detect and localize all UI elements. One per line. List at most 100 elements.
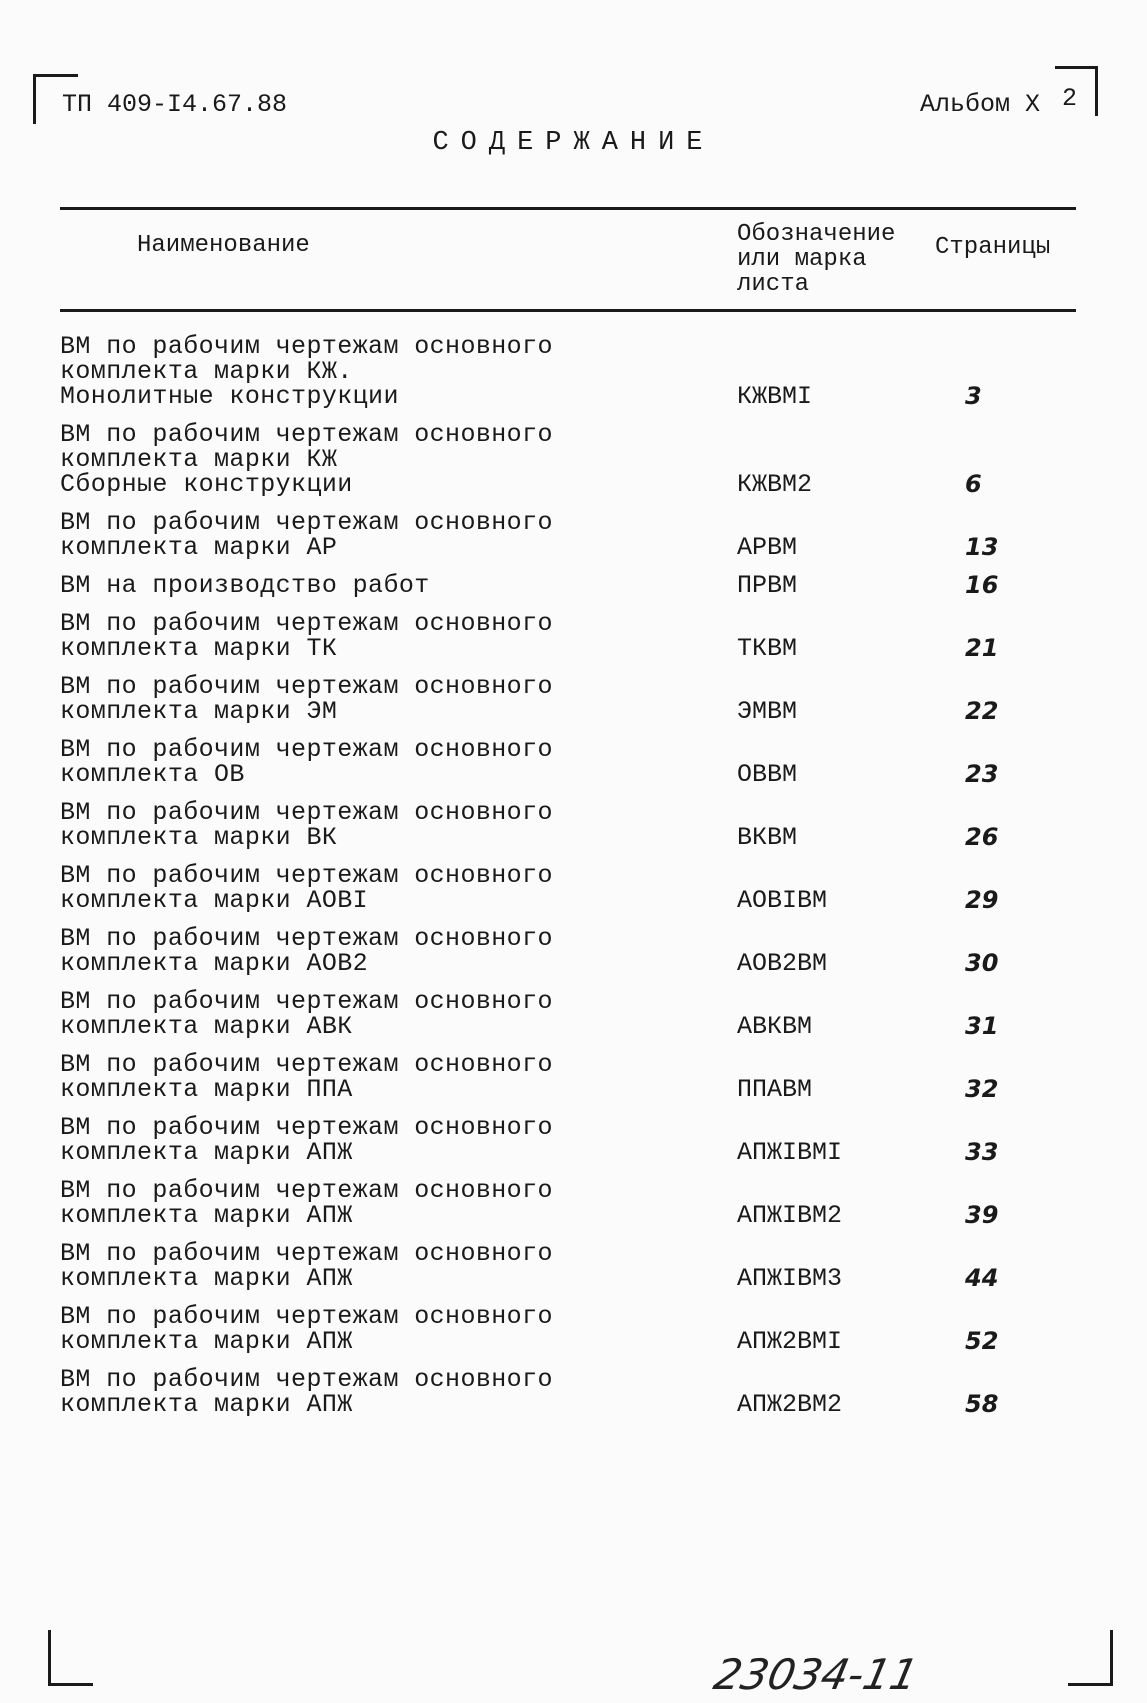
row-name: ВМ на производство работ — [60, 573, 680, 598]
row-name: ВМ по рабочим чертежам основного комплект… — [60, 674, 680, 724]
row-name-line: ВМ по рабочим чертежам основного — [60, 1239, 553, 1268]
row-page: 16 — [965, 571, 999, 599]
column-header-code: Обозначение или марка листа — [737, 222, 895, 297]
column-header-code-line: листа — [737, 271, 810, 298]
row-code: КЖВМI — [737, 382, 813, 411]
row-name-line: комплекта марки ТК — [60, 634, 338, 663]
row-page: 39 — [965, 1201, 999, 1229]
row-code: АОВ2ВМ — [737, 949, 828, 978]
table-row: ВМ по рабочим чертежам основного комплект… — [60, 611, 1076, 674]
corner-mark-bottom-right — [1110, 1630, 1113, 1685]
row-name-line: комплекта марки ППА — [60, 1075, 353, 1104]
row-name-line: ВМ по рабочим чертежам основного — [60, 609, 553, 638]
table-row: ВМ по рабочим чертежам основного комплект… — [60, 422, 1076, 510]
row-name: ВМ по рабочим чертежам основного комплект… — [60, 422, 680, 497]
row-name: ВМ по рабочим чертежам основного комплект… — [60, 800, 680, 850]
column-header-pages: Страницы — [935, 234, 1051, 261]
row-name-line: ВМ по рабочим чертежам основного — [60, 508, 553, 537]
row-name: ВМ по рабочим чертежам основного комплект… — [60, 1052, 680, 1102]
table-header-rule — [60, 309, 1076, 312]
row-name-line: Сборные конструкции — [60, 470, 353, 499]
row-code: КЖВМ2 — [737, 470, 813, 499]
column-header-code-line: или марка — [737, 246, 867, 273]
column-header-name: Наименование — [137, 232, 310, 259]
row-code: АОВIВМ — [737, 886, 828, 915]
row-name: ВМ по рабочим чертежам основного комплект… — [60, 611, 680, 661]
document-number: ТП 409-I4.67.88 — [62, 90, 288, 119]
row-name-line: Монолитные конструкции — [60, 382, 399, 411]
row-name-line: комплекта марки АОВI — [60, 886, 369, 915]
row-name-line: комплекта марки ВК — [60, 823, 338, 852]
table-row: ВМ по рабочим чертежам основного комплект… — [60, 1115, 1076, 1178]
table-row: ВМ по рабочим чертежам основного комплект… — [60, 1241, 1076, 1304]
row-name-line: ВМ по рабочим чертежам основного — [60, 924, 553, 953]
row-page: 22 — [965, 697, 999, 725]
row-name: ВМ по рабочим чертежам основного комплект… — [60, 510, 680, 560]
row-name-line: комплекта марки АВК — [60, 1012, 353, 1041]
table-top-rule — [60, 207, 1076, 210]
row-name-line: комплекта марки КЖ — [60, 445, 338, 474]
corner-mark-top-right — [1055, 66, 1098, 69]
row-name-line: ВМ по рабочим чертежам основного — [60, 1302, 553, 1331]
corner-mark-bottom-left — [48, 1683, 93, 1686]
corner-mark-top-right — [1095, 66, 1098, 116]
row-code: АРВМ — [737, 533, 798, 562]
row-page: 3 — [965, 382, 982, 410]
row-code: АПЖ2ВМI — [737, 1327, 843, 1356]
row-name-line: ВМ по рабочим чертежам основного — [60, 798, 553, 827]
row-page: 33 — [965, 1138, 999, 1166]
row-name-line: ВМ по рабочим чертежам основного — [60, 420, 553, 449]
row-name: ВМ по рабочим чертежам основного комплект… — [60, 989, 680, 1039]
corner-mark-bottom-left — [48, 1630, 51, 1685]
row-code: ПРВМ — [737, 571, 798, 600]
row-name-line: ВМ по рабочим чертежам основного — [60, 861, 553, 890]
table-row: ВМ по рабочим чертежам основного комплект… — [60, 1052, 1076, 1115]
row-page: 6 — [965, 470, 982, 498]
table-row: ВМ по рабочим чертежам основного комплект… — [60, 926, 1076, 989]
row-name: ВМ по рабочим чертежам основного комплект… — [60, 1178, 680, 1228]
row-name-line: комплекта марки КЖ. — [60, 357, 353, 386]
row-name-line: ВМ по рабочим чертежам основного — [60, 1113, 553, 1142]
row-name-line: комплекта марки АПЖ — [60, 1327, 353, 1356]
row-name-line: комплекта марки АПЖ — [60, 1264, 353, 1293]
row-code: ТКВМ — [737, 634, 798, 663]
album-label: Альбом X — [920, 90, 1041, 119]
row-name-line: комплекта марки АПЖ — [60, 1390, 353, 1419]
table-row: ВМ по рабочим чертежам основного комплект… — [60, 989, 1076, 1052]
row-name-line: ВМ по рабочим чертежам основного — [60, 987, 553, 1016]
table-row: ВМ по рабочим чертежам основного комплект… — [60, 1178, 1076, 1241]
table-row: ВМ по рабочим чертежам основного комплект… — [60, 863, 1076, 926]
row-page: 52 — [965, 1327, 999, 1355]
table-row: ВМ по рабочим чертежам основного комплект… — [60, 674, 1076, 737]
corner-mark-top-left — [33, 74, 78, 77]
row-name-line: ВМ по рабочим чертежам основного — [60, 332, 553, 361]
row-code: ОВВМ — [737, 760, 798, 789]
row-page: 58 — [965, 1390, 999, 1418]
row-code: АПЖIВМ2 — [737, 1201, 843, 1230]
row-code: АПЖ2ВМ2 — [737, 1390, 843, 1419]
row-page: 44 — [965, 1264, 999, 1292]
row-page: 29 — [965, 886, 999, 914]
row-page: 32 — [965, 1075, 999, 1103]
corner-mark-bottom-right — [1068, 1683, 1113, 1686]
row-page: 31 — [965, 1012, 999, 1040]
table-row: ВМ по рабочим чертежам основного комплект… — [60, 334, 1076, 422]
row-name-line: комплекта марки АПЖ — [60, 1138, 353, 1167]
row-code: АПЖIВМI — [737, 1138, 843, 1167]
row-name: ВМ по рабочим чертежам основного комплект… — [60, 737, 680, 787]
row-name-line: ВМ по рабочим чертежам основного — [60, 672, 553, 701]
row-name: ВМ по рабочим чертежам основного комплект… — [60, 863, 680, 913]
contents-table: ВМ по рабочим чертежам основного комплект… — [60, 334, 1076, 1430]
row-code: АВКВМ — [737, 1012, 813, 1041]
table-row: ВМ по рабочим чертежам основного комплект… — [60, 737, 1076, 800]
table-row: ВМ по рабочим чертежам основного комплект… — [60, 510, 1076, 573]
row-name-line: ВМ на производство работ — [60, 571, 430, 600]
row-name: ВМ по рабочим чертежам основного комплект… — [60, 1367, 680, 1417]
row-page: 30 — [965, 949, 999, 977]
row-name-line: комплекта марки АПЖ — [60, 1201, 353, 1230]
page-title: СОДЕРЖАНИЕ — [432, 128, 715, 158]
table-row: ВМ по рабочим чертежам основного комплект… — [60, 800, 1076, 863]
corner-mark-top-left — [33, 74, 36, 124]
row-name: ВМ по рабочим чертежам основного комплект… — [60, 926, 680, 976]
row-code: ВКВМ — [737, 823, 798, 852]
